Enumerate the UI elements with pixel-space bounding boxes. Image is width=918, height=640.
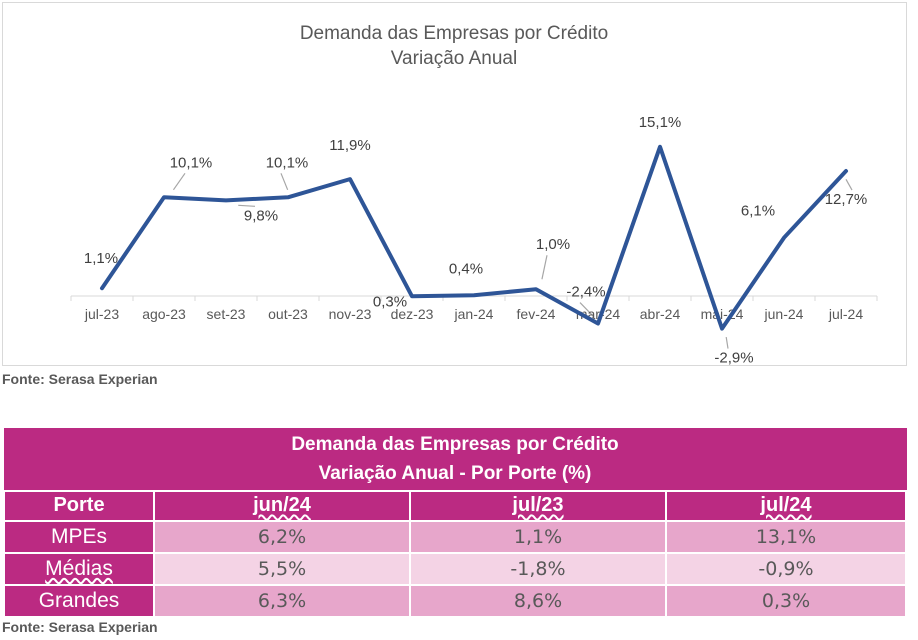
- leader-line: [725, 336, 729, 349]
- data-label: 0,4%: [449, 260, 483, 277]
- x-axis-ticks: [70, 296, 878, 301]
- table-header-row: Porte jun/24 jul/23 jul/24: [3, 489, 907, 521]
- data-label: 11,9%: [329, 137, 370, 154]
- label-leader-lines: [172, 172, 853, 349]
- x-tick-label: jun-24: [764, 306, 804, 322]
- x-tick-label: dez-23: [391, 306, 434, 322]
- x-axis-tick-labels: jul-23 ago-23 set-23 out-23 nov-23 dez-23 jan-…: [84, 306, 863, 322]
- leader-line: [280, 173, 289, 191]
- leader-line: [172, 172, 186, 191]
- x-tick-label: jan-24: [454, 306, 494, 322]
- series-line: [100, 144, 848, 331]
- leader-line: [238, 204, 256, 207]
- data-labels: 1,1% 10,1% 9,8% 10,1% 11,9% 0,3% 0,4% 1,0% -2,4%…: [84, 114, 867, 367]
- table-row: MPEs 6,2% 1,1% 13,1%: [3, 519, 907, 554]
- data-label: 1,0%: [536, 236, 570, 253]
- chart-container: Demanda das Empresas por Crédito Variaçã…: [2, 2, 907, 367]
- cell-value: 0,3%: [665, 583, 907, 618]
- data-label: 12,7%: [825, 191, 868, 208]
- porte-table: Demanda das Empresas por Crédito Variaçã…: [3, 428, 907, 618]
- cell-value: 6,3%: [153, 583, 411, 618]
- row-label-medias: Médias: [3, 551, 155, 586]
- header-jul24: jul/24: [665, 489, 907, 521]
- cell-value: -0,9%: [665, 551, 907, 586]
- cell-value: 5,5%: [153, 551, 411, 586]
- table-source-note: Fonte: Serasa Experian: [2, 619, 158, 635]
- chart-title: Demanda das Empresas por Crédito: [300, 23, 608, 44]
- x-tick-label: set-23: [207, 306, 246, 322]
- chart-subtitle: Variação Anual: [391, 48, 517, 69]
- cell-value: 8,6%: [409, 583, 667, 618]
- x-tick-label: jul-23: [84, 306, 119, 322]
- row-label-grandes: Grandes: [3, 583, 155, 618]
- header-porte: Porte: [3, 489, 155, 521]
- x-tick-label: out-23: [268, 306, 308, 322]
- cell-value: 6,2%: [153, 519, 411, 554]
- x-tick-label: ago-23: [142, 306, 186, 322]
- x-tick-label: jul-24: [828, 306, 863, 322]
- cell-value: -1,8%: [409, 551, 667, 586]
- data-label: 6,1%: [741, 203, 775, 220]
- cell-value: 13,1%: [665, 519, 907, 554]
- chart-source-note: Fonte: Serasa Experian: [2, 371, 158, 387]
- table-title-line2: Variação Anual - Por Porte (%): [318, 463, 592, 485]
- table-row: Grandes 6,3% 8,6% 0,3%: [3, 583, 907, 618]
- data-label: -2,4%: [566, 284, 605, 301]
- data-label: 10,1%: [266, 154, 309, 171]
- table-title: Demanda das Empresas por Crédito Variaçã…: [3, 428, 907, 491]
- data-label: 15,1%: [639, 114, 682, 131]
- table-row: Médias 5,5% -1,8% -0,9%: [3, 551, 907, 586]
- x-tick-label: fev-24: [517, 306, 556, 322]
- line-chart: Demanda das Empresas por Crédito Variaçã…: [70, 23, 878, 367]
- table-title-line1: Demanda das Empresas por Crédito: [291, 434, 619, 456]
- leader-line: [845, 178, 853, 191]
- data-label: 1,1%: [84, 250, 118, 267]
- x-tick-label: abr-24: [640, 306, 681, 322]
- data-label: 9,8%: [244, 207, 278, 224]
- data-label: 0,3%: [373, 293, 407, 310]
- header-jun24: jun/24: [153, 489, 411, 521]
- row-label-mpes: MPEs: [3, 519, 155, 554]
- data-label: -2,9%: [714, 350, 753, 367]
- leader-line: [541, 255, 548, 280]
- x-tick-label: nov-23: [329, 306, 372, 322]
- header-jul23: jul/23: [409, 489, 667, 521]
- cell-value: 1,1%: [409, 519, 667, 554]
- data-label: 10,1%: [170, 154, 213, 171]
- leader-line: [579, 302, 595, 318]
